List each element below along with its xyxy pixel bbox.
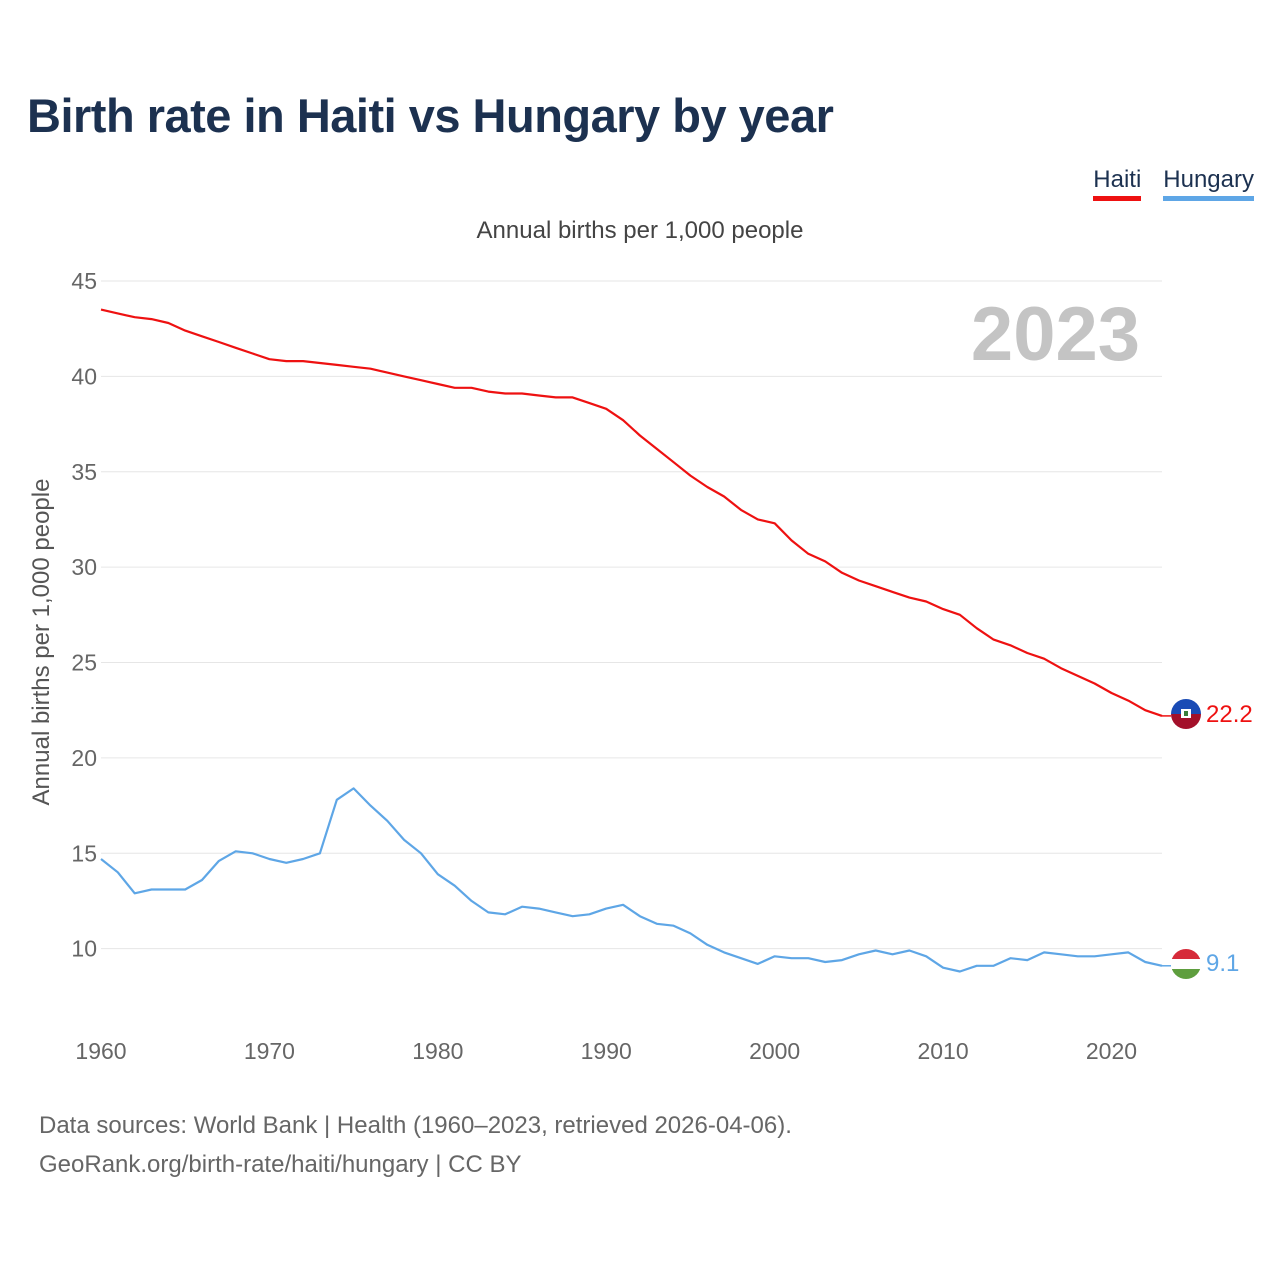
hungary-flag-icon <box>1171 949 1201 979</box>
x-tick-label: 2010 <box>917 1038 968 1064</box>
source-url: GeoRank.org/birth-rate/haiti/hungary | C… <box>39 1151 522 1178</box>
y-tick-label: 30 <box>71 554 97 580</box>
year-watermark: 2023 <box>971 292 1140 377</box>
y-tick-label: 45 <box>71 268 97 294</box>
haiti-flag-icon <box>1171 699 1201 729</box>
end-label-haiti: 22.2 <box>1206 701 1253 728</box>
legend-item-hungary[interactable]: Hungary <box>1163 166 1254 201</box>
end-label-hungary: 9.1 <box>1206 950 1239 977</box>
y-tick-label: 25 <box>71 650 97 676</box>
chart-subtitle: Annual births per 1,000 people <box>476 217 804 244</box>
source-note: Data sources: World Bank | Health (1960–… <box>39 1112 792 1139</box>
y-tick-label: 15 <box>71 840 97 866</box>
x-tick-label: 2020 <box>1086 1038 1137 1064</box>
y-tick-label: 40 <box>71 363 97 389</box>
legend: Haiti Hungary <box>1093 166 1254 201</box>
series-line-hungary[interactable] <box>100 787 1163 973</box>
y-tick-label: 10 <box>71 936 97 962</box>
x-tick-label: 1980 <box>412 1038 463 1064</box>
legend-item-haiti[interactable]: Haiti <box>1093 166 1142 201</box>
chart-title: Birth rate in Haiti vs Hungary by year <box>27 89 834 142</box>
y-tick-label: 35 <box>71 459 97 485</box>
x-tick-label: 2000 <box>749 1038 800 1064</box>
series-line-haiti[interactable] <box>100 308 1163 717</box>
footer: Data sources: World Bank | Health (1960–… <box>39 1106 792 1184</box>
x-tick-label: 1970 <box>244 1038 295 1064</box>
y-tick-label: 20 <box>71 745 97 771</box>
x-tick-label: 1990 <box>581 1038 632 1064</box>
x-tick-label: 1960 <box>75 1038 126 1064</box>
